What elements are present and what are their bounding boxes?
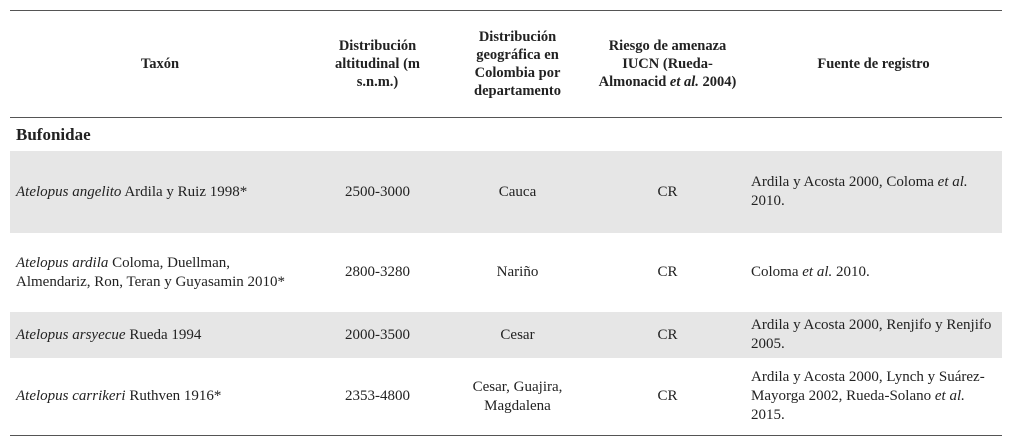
- text-segment: Fuente de registro: [817, 56, 930, 72]
- source-cell: Coloma et al. 2010.: [745, 233, 1002, 312]
- distribution-cell: Cauca: [445, 151, 590, 233]
- header-cell: Riesgo de amenaza IUCN (Rueda-Almonacid …: [590, 10, 745, 118]
- taxon-cell: Atelopus ardila Coloma, Duellman, Almend…: [10, 233, 310, 312]
- source-cell: Ardila y Acosta 2000, Coloma et al. 2010…: [745, 151, 1002, 233]
- text-segment: 2010.: [751, 193, 785, 209]
- distribution-cell: Nariño: [496, 264, 539, 280]
- header-cell: Taxón: [10, 10, 310, 118]
- species-row: Atelopus carrikeri Ruthven 1916* 2353-480…: [10, 358, 1002, 436]
- distribution-cell: Cesar: [445, 312, 590, 358]
- species-row: Atelopus angelito Ardila y Ruiz 1998* 250…: [10, 151, 1002, 233]
- species-row: Atelopus arsyecue Rueda 1994 2000-3500 Ces…: [10, 312, 1002, 358]
- family-name: Bufonidae: [16, 125, 91, 144]
- source-cell: Ardila y Acosta 2000, Renjifo y Renjifo …: [745, 312, 1002, 358]
- taxon-cell: Atelopus arsyecue Rueda 1994: [10, 312, 310, 358]
- altitude-cell: 2000-3500: [310, 312, 445, 358]
- distribution-cell: Cesar, Guajira, Magdalena: [472, 378, 563, 414]
- species-row: Atelopus ardila Coloma, Duellman, Almend…: [10, 233, 1002, 312]
- altitude-cell: 2800-3280: [345, 264, 410, 280]
- altitude-cell: 2353-4800: [345, 388, 410, 404]
- text-segment: Ardila y Acosta 2000, Lynch y Suárez-May…: [751, 369, 985, 404]
- taxon-cell: Atelopus angelito Ardila y Ruiz 1998*: [10, 151, 310, 233]
- altitude-cell: 2500-3000: [310, 151, 445, 233]
- text-segment: Ruthven 1916*: [129, 388, 222, 404]
- text-segment: 2004): [702, 74, 737, 90]
- text-segment: Atelopus angelito: [16, 183, 122, 200]
- text-segment: Ardila y Ruiz 1998*: [124, 183, 248, 200]
- text-segment: Taxón: [140, 56, 180, 72]
- text-segment: Rueda 1994: [129, 326, 202, 343]
- risk-cell: CR: [590, 151, 745, 233]
- text-segment: Coloma, Duellman, Almendariz, Ron, Teran…: [16, 254, 286, 290]
- risk-cell: CR: [590, 312, 745, 358]
- risk-cell: CR: [657, 388, 678, 404]
- text-segment: et al.: [669, 74, 699, 90]
- text-segment: et al.: [934, 388, 965, 404]
- text-segment: Coloma: [751, 264, 799, 280]
- text-segment: Distribución altitudinal (m s.n.m.): [335, 38, 420, 90]
- text-segment: Ardila y Acosta 2000, Coloma: [751, 174, 934, 190]
- species-table: Taxón Distribución altitudinal (m s.n.m.)…: [10, 10, 1002, 436]
- text-segment: Atelopus arsyecue: [16, 326, 126, 343]
- table-body: Bufonidae Atelopus angelito Ardila y Rui…: [10, 118, 1002, 436]
- risk-cell: CR: [657, 264, 678, 280]
- source-cell: Ardila y Acosta 2000, Lynch y Suárez-May…: [745, 358, 1002, 436]
- text-segment: Distribución geográfica en Colombia por …: [474, 29, 561, 99]
- text-segment: 2010.: [836, 264, 870, 280]
- header-cell: Distribución altitudinal (m s.n.m.): [310, 10, 445, 118]
- family-row: Bufonidae: [10, 118, 1002, 152]
- text-segment: Ardila y Acosta 2000, Renjifo y Renjifo …: [751, 317, 992, 352]
- text-segment: Atelopus carrikeri: [16, 388, 126, 404]
- page: Taxón Distribución altitudinal (m s.n.m.)…: [10, 10, 1002, 436]
- header-cell: Distribución geográfica en Colombia por …: [445, 10, 590, 118]
- text-segment: et al.: [802, 264, 833, 280]
- text-segment: 2015.: [751, 407, 785, 423]
- taxon-cell: Atelopus carrikeri Ruthven 1916*: [10, 358, 310, 436]
- header-cell: Fuente de registro: [745, 10, 1002, 118]
- header-row: Taxón Distribución altitudinal (m s.n.m.)…: [10, 10, 1002, 118]
- text-segment: Riesgo de amenaza IUCN (Rueda-Almonacid: [598, 38, 727, 90]
- text-segment: et al.: [937, 174, 968, 190]
- text-segment: Atelopus ardila: [16, 254, 109, 271]
